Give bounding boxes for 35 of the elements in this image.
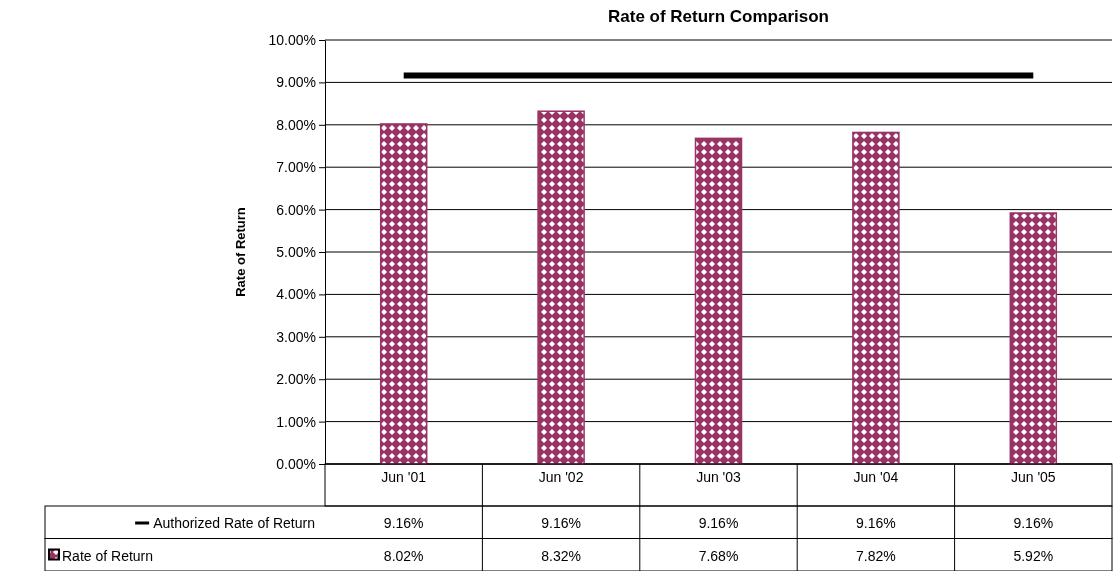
y-tick-label: 1.00% [276, 413, 316, 430]
data-label: 9.16% [1013, 515, 1054, 531]
data-label: 8.02% [383, 547, 424, 564]
data-label: 5.92% [1013, 547, 1054, 564]
x-tick-label: Jun '03 [696, 469, 742, 485]
y-tick-label: 6.00% [276, 201, 316, 218]
data-label: 9.16% [856, 515, 896, 531]
y-tick-label: 9.00% [276, 74, 316, 91]
y-tick-label: 0.00% [276, 455, 316, 472]
data-label: 9.16% [383, 515, 424, 531]
x-tick-label: Jun '05 [1010, 469, 1056, 485]
legend-label: Rate of Return [62, 547, 154, 564]
data-label: 8.32% [541, 547, 581, 564]
y-tick-label: 5.00% [276, 243, 316, 260]
x-tick-label: Jun '01 [381, 469, 427, 485]
bar [537, 110, 585, 465]
y-tick-label: 2.00% [276, 371, 316, 388]
legend-label: Authorized Rate of Return [153, 515, 315, 531]
bar [694, 137, 743, 465]
x-tick-label: Jun '02 [538, 469, 584, 485]
data-label: 7.82% [856, 547, 896, 564]
data-label: 9.16% [698, 515, 739, 531]
data-label: 7.68% [698, 547, 739, 564]
y-tick-label: 7.00% [276, 159, 316, 176]
y-axis-title: Rate of Return [233, 207, 248, 297]
y-tick-label: 8.00% [276, 116, 316, 133]
bar [1009, 212, 1058, 465]
chart-title: Rate of Return Comparison [607, 7, 830, 26]
data-label: 9.16% [541, 515, 581, 531]
bar [852, 131, 900, 465]
y-tick-label: 3.00% [276, 328, 316, 345]
x-tick-label: Jun '04 [853, 469, 899, 485]
y-tick-label: 10.00% [268, 31, 316, 48]
bar [379, 123, 428, 465]
y-tick-label: 4.00% [276, 286, 316, 303]
